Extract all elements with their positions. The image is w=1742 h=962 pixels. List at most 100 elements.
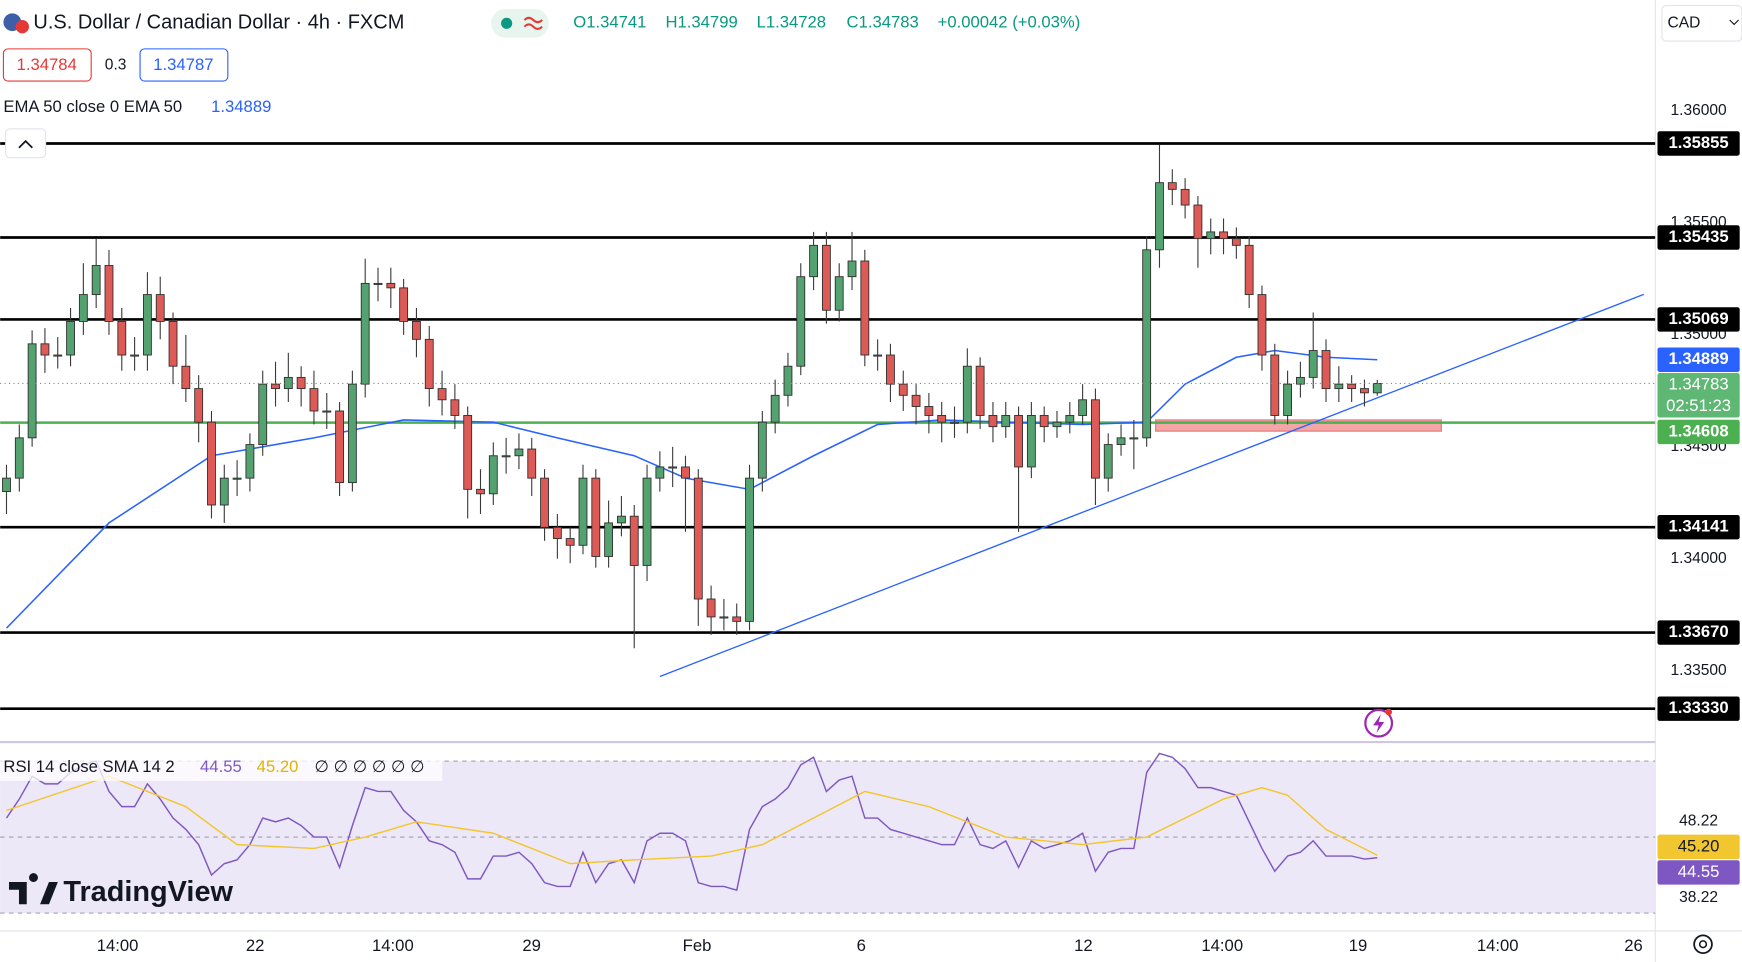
ema-label: 1.34889 [1668,349,1728,368]
candle-body [104,265,114,322]
candle-body [796,276,806,367]
candle-body [501,455,511,458]
level-label-box [1657,620,1740,645]
candle-body [1078,399,1088,416]
sma-axis-label: 45.20 [1678,836,1720,855]
candle-body [809,244,819,278]
x-tick-label: 6 [857,936,866,955]
ohlc-open: O1.34741 [573,13,646,32]
candle-body [296,376,306,390]
candle-body [1231,238,1241,246]
candle-body [424,338,434,390]
candle-body [937,415,947,423]
candle-body [91,265,101,296]
candle-body [745,477,754,622]
candle-body [1206,231,1216,240]
logo-icon [8,873,58,905]
candle-body [219,477,229,506]
candle-body [1039,415,1049,428]
level-label: 1.35855 [1668,133,1728,152]
alert-dot [1385,708,1392,716]
candle-body [1360,388,1369,394]
x-tick-label: 14:00 [1201,936,1243,955]
candle-body [1372,383,1382,394]
candle-body [1103,444,1113,479]
x-tick-label: 19 [1349,936,1368,955]
candle-body [476,488,485,495]
candle-body [591,477,601,557]
candle-body [1347,383,1357,390]
candle-body [1283,383,1293,416]
x-tick-label: 22 [246,936,265,955]
level-label: 1.34141 [1668,517,1728,536]
support-label-box [1657,419,1740,445]
candle-body [655,466,665,479]
candle-body [373,282,383,285]
candle-body [975,365,985,416]
candle-body [693,477,703,600]
candle-body [412,320,421,340]
x-tick-label: 12 [1074,936,1093,955]
candle-body [399,287,409,322]
candle-body [335,410,344,484]
brand-name: TradingView [63,876,233,908]
price-plot [0,142,1656,711]
settings-gear-hub [1698,940,1708,949]
candle-body [770,394,780,423]
candle-body [2,477,11,493]
buy-button[interactable] [139,48,229,82]
ohlc-change: +0.00042 (+0.03%) [938,13,1081,32]
candle-body [1014,415,1023,468]
settings-gear[interactable] [1693,934,1713,955]
sell-button[interactable] [2,48,92,82]
candle-body [1116,437,1126,446]
candle-body [668,466,678,469]
spread: 0.3 [105,57,127,74]
candle-body [117,320,127,356]
candle-body [1026,415,1036,468]
candle-body [53,354,63,357]
candle-body [783,365,793,396]
x-tick-label: 14:00 [372,936,414,955]
candle-body [757,421,767,479]
candle-body [706,598,716,618]
candle-body [834,276,844,311]
price-zone [1155,419,1442,432]
x-tick-label: Feb [683,936,712,955]
candle-body [1219,231,1228,240]
chart-layer: 1.360001.355001.350001.345001.340001.335… [0,102,1740,955]
candle-body [322,410,332,413]
bid-price: 1.34784 [17,55,77,74]
candle-body [130,354,140,357]
candle-body [988,415,998,428]
ohlc-low: L1.34728 [757,13,826,32]
ask-price: 1.34787 [153,55,213,74]
candle-body [27,343,37,439]
candle-body [527,448,537,479]
candle-body [181,365,191,390]
last-price-label: 1.34783 [1668,375,1728,394]
collapse-button[interactable] [5,128,47,159]
ema-legend: EMA 50 close 0 EMA 50 [3,97,182,116]
candle-body [232,477,242,480]
delay-icon [523,16,543,30]
rsi-tick-label: 48.22 [1679,812,1718,829]
candle-body [1308,350,1318,378]
candle-body [386,282,396,289]
x-tick-label: 29 [522,936,541,955]
status-pill[interactable] [491,8,549,38]
y-tick-label: 1.36000 [1670,102,1727,119]
candle-body [565,538,575,546]
candle-body [617,515,626,524]
candle-body [1180,188,1190,206]
candle-body [514,448,524,457]
x-tick-label: 26 [1624,936,1643,955]
candle-body [1270,354,1280,416]
candle-body [911,394,921,407]
level-label-box [1657,696,1740,721]
candle-body [578,477,588,546]
level-label-box [1657,307,1740,332]
rsi-axis-label: 44.55 [1678,862,1720,881]
sma-legend-value: 45.20 [257,757,299,776]
